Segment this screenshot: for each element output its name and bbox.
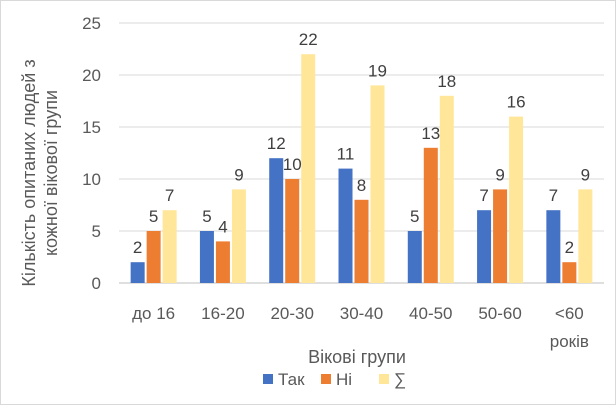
y-axis-title-line2: кожної вікової групи: [41, 90, 61, 256]
data-label: 7: [549, 186, 558, 205]
data-label: 22: [299, 30, 318, 49]
bar-2: [562, 262, 577, 283]
legend-label: Ні: [336, 370, 352, 389]
y-tick-label: 25: [82, 14, 101, 33]
bar-2: [354, 199, 369, 283]
data-label: 9: [234, 165, 243, 184]
bar-3: [578, 189, 593, 283]
bar-1: [338, 168, 353, 283]
data-label: 9: [495, 165, 504, 184]
data-label: 4: [218, 217, 227, 236]
data-label: 5: [149, 207, 158, 226]
bar-2: [493, 189, 508, 283]
bar-3: [301, 54, 316, 284]
x-axis-title: Вікові групи: [308, 347, 406, 367]
data-label: 5: [202, 207, 211, 226]
y-tick-label: 5: [92, 222, 101, 241]
legend-swatch: [263, 374, 273, 384]
data-label: 8: [357, 176, 366, 195]
data-label: 12: [267, 134, 286, 153]
data-label: 19: [368, 61, 387, 80]
bar-1: [477, 210, 492, 283]
legend: Так Ні ∑: [263, 370, 406, 389]
gridlines: [119, 22, 604, 284]
bar-1: [269, 158, 284, 283]
bar-3: [162, 210, 177, 283]
data-label: 7: [479, 186, 488, 205]
x-tick-label: <60: [555, 304, 584, 323]
x-axis-ticks: до 16 16-20 20-30 30-40 40-50 50-60 <60 років: [132, 304, 589, 351]
bar-3: [439, 95, 454, 283]
bar-1: [407, 231, 422, 283]
legend-label: ∑: [394, 370, 406, 389]
legend-swatch: [379, 374, 389, 384]
y-axis-ticks: 0 5 10 15 20 25: [82, 14, 101, 293]
bar-2: [285, 179, 300, 283]
data-label: 13: [421, 124, 440, 143]
bar-3: [509, 116, 524, 283]
bar-2: [215, 241, 230, 283]
legend-label: Так: [278, 370, 305, 389]
y-tick-label: 15: [82, 118, 101, 137]
bar-3: [370, 85, 385, 284]
bar-1: [546, 210, 561, 283]
bar-2: [423, 147, 438, 283]
bar-1: [199, 231, 214, 283]
x-tick-label: 40-50: [409, 304, 452, 323]
data-label: 16: [507, 93, 526, 112]
data-label: 5: [410, 207, 419, 226]
x-tick-label: до 16: [132, 304, 175, 323]
x-tick-label: років: [550, 332, 589, 351]
x-tick-label: 16-20: [201, 304, 244, 323]
x-tick-label: 20-30: [270, 304, 313, 323]
bars: [130, 54, 593, 284]
y-tick-label: 20: [82, 66, 101, 85]
data-label: 7: [165, 186, 174, 205]
legend-swatch: [321, 374, 331, 384]
bar-3: [231, 189, 246, 283]
y-tick-label: 0: [92, 274, 101, 293]
data-label: 2: [565, 238, 574, 257]
data-label: 10: [283, 155, 302, 174]
bar-2: [146, 231, 161, 283]
y-axis-title-line1: Кількість опитаних людей з: [19, 59, 39, 286]
x-tick-label: 30-40: [340, 304, 383, 323]
bar-1: [130, 262, 145, 283]
data-label: 18: [437, 72, 456, 91]
y-tick-label: 10: [82, 170, 101, 189]
data-label: 2: [133, 238, 142, 257]
data-label: 9: [581, 165, 590, 184]
data-label: 11: [337, 145, 355, 164]
x-tick-label: 50-60: [478, 304, 521, 323]
